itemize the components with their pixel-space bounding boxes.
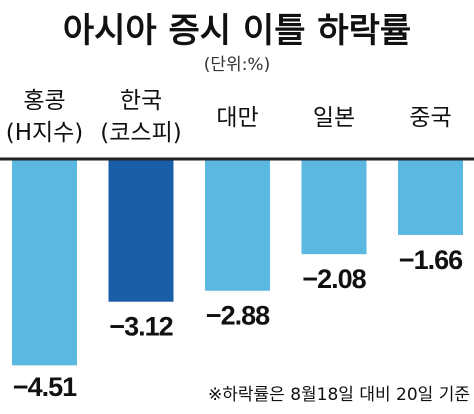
footnote: ※하락률은 8월18일 대비 20일 기준 <box>208 385 470 405</box>
bar-1 <box>12 159 77 366</box>
bar-3 <box>205 159 270 291</box>
category-label-3: 대만 <box>216 105 258 131</box>
category-label-4: 일본 <box>313 105 355 131</box>
unit-label: (단위:%) <box>204 55 270 75</box>
bar-5 <box>398 159 463 235</box>
bar-2 <box>108 159 174 302</box>
value-label-2: −3.12 <box>109 312 172 342</box>
category-label-2: 한국 <box>120 88 162 114</box>
value-label-4: −2.08 <box>302 264 366 294</box>
value-label-5: −1.66 <box>399 245 463 275</box>
category-label-2-sub: (코스피) <box>100 120 181 146</box>
category-label-1: 홍콩 <box>23 88 65 114</box>
category-label-1-sub: (H지수) <box>6 120 84 146</box>
value-label-1: −4.51 <box>13 372 77 402</box>
category-label-5: 중국 <box>409 105 451 131</box>
chart-title: 아시아 증시 이틀 하락률 <box>63 11 411 51</box>
bar-group: 홍콩 (H지수) −4.51 한국 (코스피) −3.12 대만 −2.88 일본 −2.08 중국… <box>6 88 464 402</box>
value-label-3: −2.88 <box>206 301 270 331</box>
bar-4 <box>301 159 367 255</box>
